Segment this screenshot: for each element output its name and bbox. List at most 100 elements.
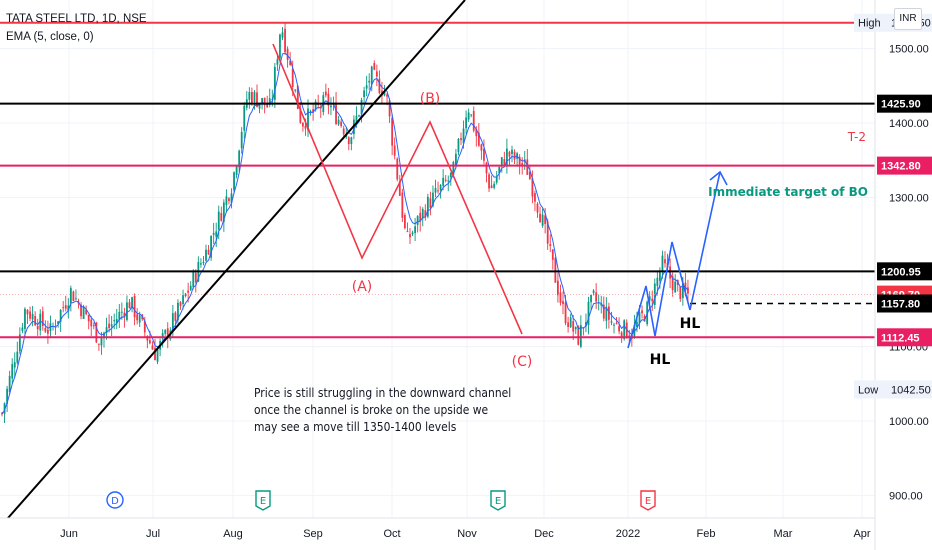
candle-body	[335, 102, 337, 124]
candle-body	[406, 231, 409, 233]
time-tick-label: Nov	[457, 528, 477, 540]
candle-body	[251, 92, 253, 104]
candle-body	[681, 283, 684, 298]
candle-body	[156, 349, 159, 362]
symbol-title[interactable]: TATA STEEL LTD, 1D, NSE	[6, 13, 147, 25]
candle-body	[29, 311, 31, 319]
price-tick-label: 1300.00	[889, 193, 929, 205]
candle-body	[312, 109, 314, 113]
candle-body	[72, 291, 75, 302]
price-tick-label: 1000.00	[889, 416, 929, 428]
candle-body	[641, 310, 643, 314]
candle-body	[113, 320, 116, 322]
candle-body	[416, 216, 419, 225]
candle-body	[13, 362, 16, 368]
candle-body	[253, 92, 256, 103]
candle-body	[391, 117, 394, 146]
candle-body	[559, 292, 562, 303]
candle-body	[347, 137, 350, 145]
candle-body	[518, 156, 521, 166]
candle-body	[281, 32, 284, 38]
candle-body	[602, 304, 605, 319]
candle-body	[653, 283, 656, 305]
candle-body	[263, 97, 266, 106]
candle-body	[419, 212, 422, 222]
candle-body	[3, 403, 6, 414]
candle-body	[472, 111, 475, 131]
candle-body	[500, 157, 503, 167]
candle-body	[511, 149, 513, 155]
candle-body	[434, 188, 437, 193]
candle-body	[62, 307, 65, 309]
candle-body	[240, 131, 243, 149]
candle-body	[437, 190, 439, 192]
candle-body	[360, 99, 363, 115]
candle-body	[470, 114, 473, 116]
candle-body	[98, 343, 100, 345]
candle-body	[228, 198, 230, 202]
candle-body	[64, 305, 67, 309]
candle-body	[460, 138, 462, 141]
candle-body	[449, 172, 452, 178]
note-line-1: Price is still struggling in the downwar…	[254, 385, 512, 400]
candle-body	[182, 295, 184, 304]
time-tick-label: Jun	[60, 528, 78, 540]
event-letter: E	[495, 496, 501, 507]
price-label-value: 1425.90	[881, 99, 921, 111]
candle-body	[92, 325, 95, 327]
currency-badge[interactable]: INR	[894, 8, 922, 30]
candle-body	[207, 249, 210, 255]
candle-body	[302, 122, 304, 127]
candle-body	[549, 244, 552, 246]
trend-line	[7, 0, 466, 519]
candle-body	[490, 185, 493, 189]
hl-label-lower: HL	[650, 352, 671, 368]
candle-body	[557, 280, 559, 296]
candle-body	[123, 312, 126, 318]
candle-body	[623, 320, 626, 340]
candle-body	[110, 324, 113, 327]
candle-body	[605, 306, 608, 321]
candle-body	[350, 137, 353, 144]
candle-body	[39, 313, 42, 331]
candle-body	[370, 66, 373, 85]
candle-body	[551, 249, 554, 260]
candle-body	[426, 196, 429, 217]
candle-body	[577, 326, 580, 345]
candle-body	[243, 105, 246, 131]
candle-body	[238, 150, 241, 168]
candle-body	[684, 282, 687, 291]
candle-body	[222, 202, 225, 222]
candle-body	[26, 309, 29, 315]
note-line-3: may see a move till 1350-1400 levels	[254, 419, 457, 434]
candle-body	[31, 313, 34, 320]
candle-body	[100, 337, 103, 346]
candle-body	[600, 303, 603, 306]
time-tick-label: Sep	[303, 528, 323, 540]
candle-body	[378, 78, 381, 94]
grid	[0, 0, 875, 518]
candle-body	[610, 321, 613, 323]
candle-body	[638, 312, 641, 324]
candle-body	[493, 183, 496, 188]
candle-body	[386, 94, 388, 97]
analysis-note: Price is still struggling in the downwar…	[254, 384, 511, 435]
candle-body	[562, 301, 564, 305]
candle-body	[388, 100, 391, 117]
indicator-label[interactable]: EMA (5, close, 0)	[6, 31, 94, 43]
price-tick-label: 900.00	[889, 491, 923, 503]
earnings-event-icon	[490, 490, 506, 511]
time-tick-label: Oct	[383, 528, 400, 540]
candle-body	[6, 388, 8, 404]
earnings-event-icon	[640, 490, 656, 511]
candle-body	[294, 89, 297, 91]
candle-body	[477, 132, 480, 146]
candle-body	[16, 351, 19, 363]
candle-body	[291, 68, 294, 88]
wave-label-a: (A)	[352, 279, 373, 295]
candle-body	[495, 176, 498, 183]
candle-body	[75, 298, 77, 300]
candle-body	[595, 292, 598, 302]
